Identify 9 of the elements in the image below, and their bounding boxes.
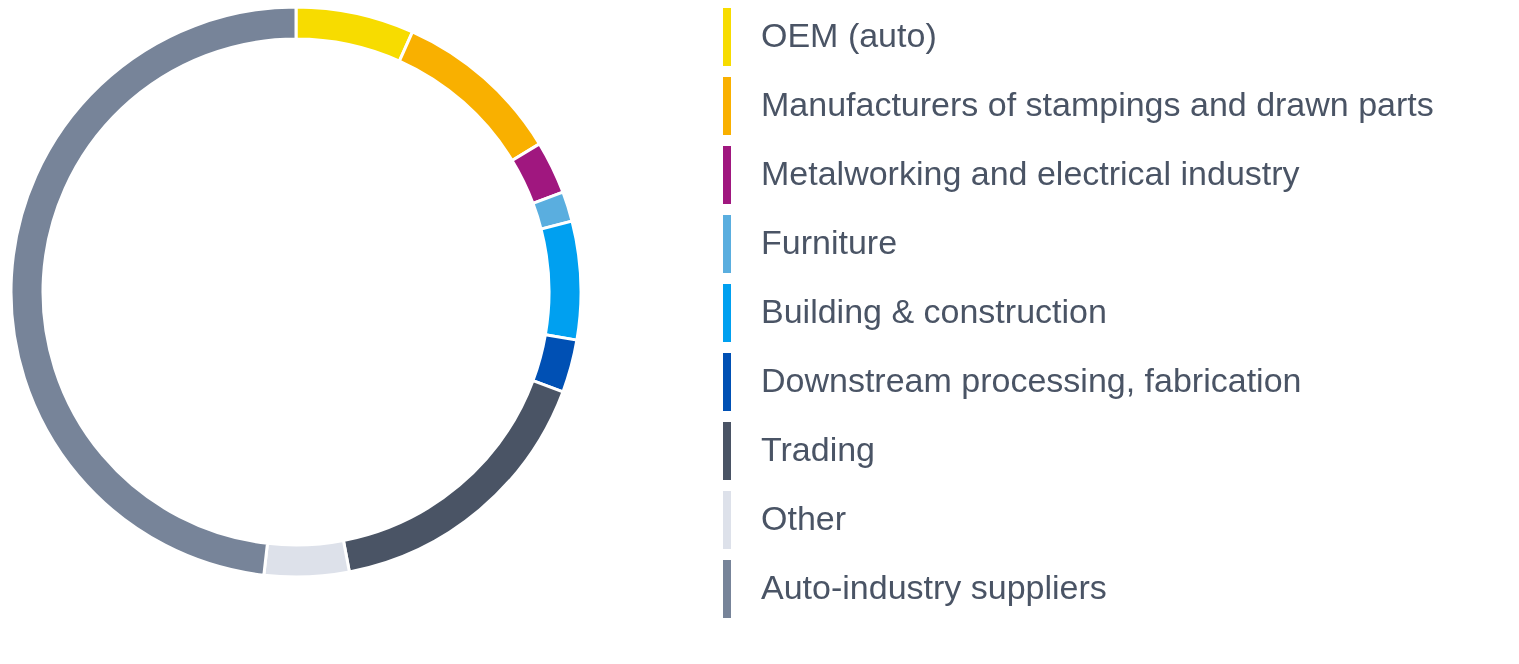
legend-label: Manufacturers of stampings and drawn parts [761,85,1434,123]
legend-label: Auto-industry suppliers [761,568,1107,606]
legend-label: Other [761,499,847,537]
legend-label: Building & construction [761,292,1107,330]
legend-label: OEM (auto) [761,16,937,54]
legend-label: Downstream processing, fabrication [761,361,1302,399]
legend-label: Furniture [761,223,898,261]
legend-label: Metalworking and electrical industry [761,154,1300,192]
legend-label: Trading [761,430,876,468]
